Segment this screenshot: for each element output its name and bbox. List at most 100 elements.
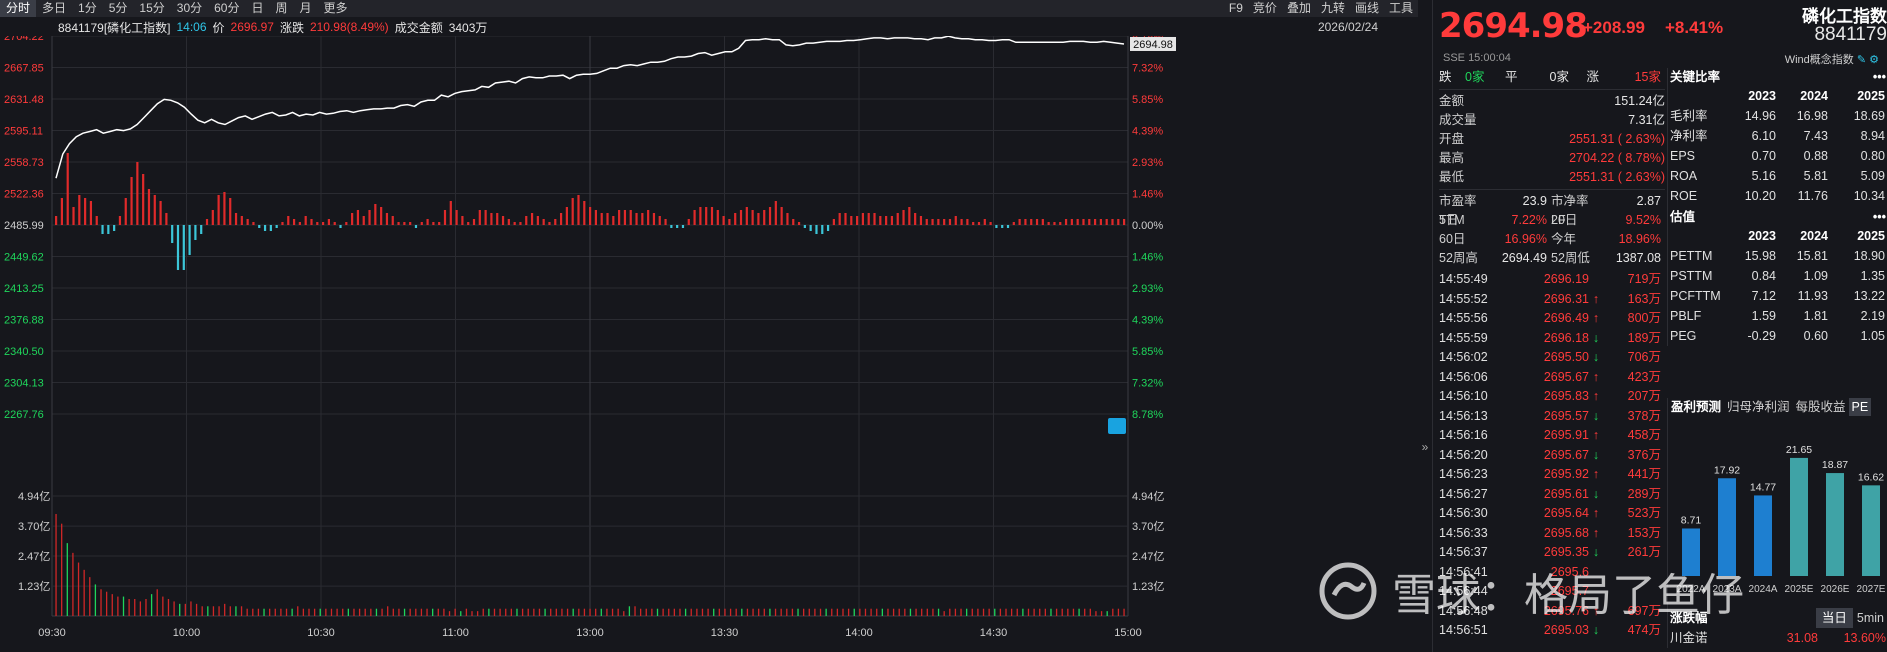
period-tab[interactable]: 30分 (176, 1, 203, 15)
momentum-bar (1006, 225, 1010, 228)
period-tab[interactable]: 月 (299, 1, 312, 15)
tick-row[interactable]: 14:56:33 2695.68 ↑ 153万 (1439, 524, 1665, 544)
index-name: 磷化工指数 (1802, 7, 1887, 26)
edit-icon[interactable]: ✎ (1856, 54, 1867, 66)
tab-today[interactable]: 当日 (1815, 608, 1853, 628)
tick-row[interactable]: 14:56:10 2695.83 ↑ 207万 (1439, 387, 1665, 407)
ratio-label: PEG (1670, 329, 1697, 343)
tool-button[interactable]: 工具 (1388, 1, 1413, 15)
concept-index-text: Wind概念指数 (1784, 54, 1854, 66)
stock-name: 川金诺 (1670, 631, 1708, 645)
volume-bar (825, 608, 827, 616)
tick-row[interactable]: 14:56:41 2695.6 (1439, 563, 1665, 583)
more-icon[interactable]: ••• (1872, 210, 1886, 224)
tick-row[interactable]: 14:55:59 2696.18 ↓ 189万 (1439, 329, 1665, 349)
tick-row[interactable]: 14:56:44 2695.7 (1439, 582, 1665, 602)
period-tab[interactable]: 5分 (108, 1, 128, 15)
momentum-bar (739, 210, 743, 225)
tick-row[interactable]: 14:56:23 2695.92 ↑ 441万 (1439, 465, 1665, 485)
volume-bar (713, 608, 715, 616)
arrow-down-icon: ↓ (1592, 623, 1600, 637)
volume-tick-label: 1.23亿 (18, 580, 50, 593)
period-tab[interactable]: 1分 (78, 1, 97, 15)
tick-row[interactable]: 14:56:06 2695.67 ↑ 423万 (1439, 368, 1665, 388)
volume-bar (460, 611, 462, 616)
volume-bar (488, 608, 490, 616)
tool-button[interactable]: 叠加 (1286, 1, 1311, 15)
tick-row[interactable]: 14:56:16 2695.91 ↑ 458万 (1439, 426, 1665, 446)
ratio-value: 0.84 (1751, 269, 1776, 283)
stock-price: 31.08 (1786, 631, 1818, 645)
forecast-tab[interactable]: PE (1848, 398, 1872, 416)
period-tab[interactable]: 分时 (0, 0, 37, 17)
tool-button[interactable]: 竞价 (1252, 1, 1277, 15)
tick-volume: 261万 (1627, 545, 1661, 559)
tick-time: 14:55:56 (1439, 311, 1488, 325)
volume-bar (336, 608, 338, 616)
tick-row[interactable]: 14:56:51 2695.03 ↓ 474万 (1439, 621, 1665, 641)
tick-row[interactable]: 14:56:02 2695.50 ↓ 706万 (1439, 348, 1665, 368)
tick-time: 14:56:27 (1439, 486, 1488, 501)
volume-bar (89, 577, 91, 616)
settings-icon[interactable]: ⚙ (1869, 54, 1879, 66)
momentum-bar (809, 225, 812, 231)
volume-tick-label-right: 4.94亿 (1132, 490, 1164, 503)
tick-row[interactable]: 14:56:20 2695.67 ↓ 376万 (1439, 446, 1665, 466)
volume-bar (690, 608, 692, 616)
ratio-label: ROE (1670, 189, 1698, 203)
stat-label: 最低 (1439, 170, 1465, 184)
tick-row[interactable]: 14:56:48 2695.76 ↑ 697万 (1439, 602, 1665, 622)
momentum-bar (792, 219, 795, 225)
volume-bar (606, 608, 608, 616)
volume-bar (1050, 608, 1052, 616)
tab-5min[interactable]: 5min (1856, 611, 1884, 625)
year: 2024 (1800, 89, 1828, 103)
tick-time: 14:55:49 (1439, 272, 1488, 286)
tick-time: 14:56:48 (1439, 603, 1488, 618)
volume-bar (55, 513, 57, 616)
period-tab[interactable]: 多日 (42, 1, 67, 15)
stock-change: 13.60% (1843, 631, 1886, 645)
intraday-chart[interactable]: 2704.22 8.78% 2667.85 7.32% 2631.48 5.85% 2595… (0, 36, 1418, 652)
volume-bar (831, 608, 833, 616)
period-tab[interactable]: 周 (275, 1, 288, 15)
tick-row[interactable]: 14:56:13 2695.57 ↓ 378万 (1439, 407, 1665, 427)
tick-row[interactable]: 14:55:49 2696.19 719万 (1439, 270, 1665, 290)
volume-bar (645, 608, 647, 616)
tool-button[interactable]: 画线 (1354, 1, 1379, 15)
tick-row[interactable]: 14:56:30 2695.64 ↑ 523万 (1439, 504, 1665, 524)
volume-bar (881, 608, 883, 616)
period-tab[interactable]: 日 (251, 1, 264, 15)
concept-index-label[interactable]: Wind概念指数 ✎ ⚙ (1785, 51, 1879, 67)
volume-bar (319, 608, 321, 616)
momentum-bar (1099, 219, 1102, 225)
volume-bar (77, 562, 80, 616)
tool-button[interactable]: F9 (1228, 1, 1243, 15)
tick-row[interactable]: 14:55:52 2696.31 ↑ 163万 (1439, 290, 1665, 310)
volume-bar (1044, 608, 1047, 616)
tick-row[interactable]: 14:56:27 2695.61 ↓ 289万 (1439, 485, 1665, 505)
x-tick-label: 13:30 (711, 627, 739, 639)
leader-row[interactable]: 川金诺 31.08 13.60% (1668, 628, 1887, 648)
tick-row[interactable]: 14:56:37 2695.35 ↓ 261万 (1439, 543, 1665, 563)
tool-button[interactable]: 九转 (1320, 1, 1345, 15)
more-icon[interactable]: ••• (1872, 70, 1886, 84)
period-tab[interactable]: 60分 (214, 1, 240, 15)
index-code: 8841179 (1814, 24, 1887, 45)
ratio-value: 5.81 (1803, 169, 1828, 183)
momentum-bar (1105, 219, 1108, 225)
period-tab[interactable]: 更多 (323, 1, 348, 15)
momentum-bar (1093, 219, 1097, 225)
momentum-bar (1117, 219, 1120, 225)
period-tab[interactable]: 15分 (139, 1, 165, 15)
momentum-bar (716, 210, 719, 225)
tick-row[interactable]: 14:55:56 2696.49 ↑ 800万 (1439, 309, 1665, 329)
index-code-name: 8841179[磷化工指数] (58, 20, 171, 35)
collapse-panel-icon[interactable]: » (1421, 440, 1429, 454)
ratio-label: PETTM (1670, 249, 1713, 263)
momentum-bar (751, 210, 754, 225)
forecast-tab[interactable]: 归母净利润 (1727, 400, 1790, 414)
forecast-tab[interactable]: 每股收益 (1795, 400, 1846, 414)
overlay-toggle-icon[interactable] (1108, 418, 1126, 434)
tick-list[interactable]: 14:55:49 2696.19 719万 14:55:52 2696.31 ↑ 163万 1… (1439, 270, 1665, 641)
